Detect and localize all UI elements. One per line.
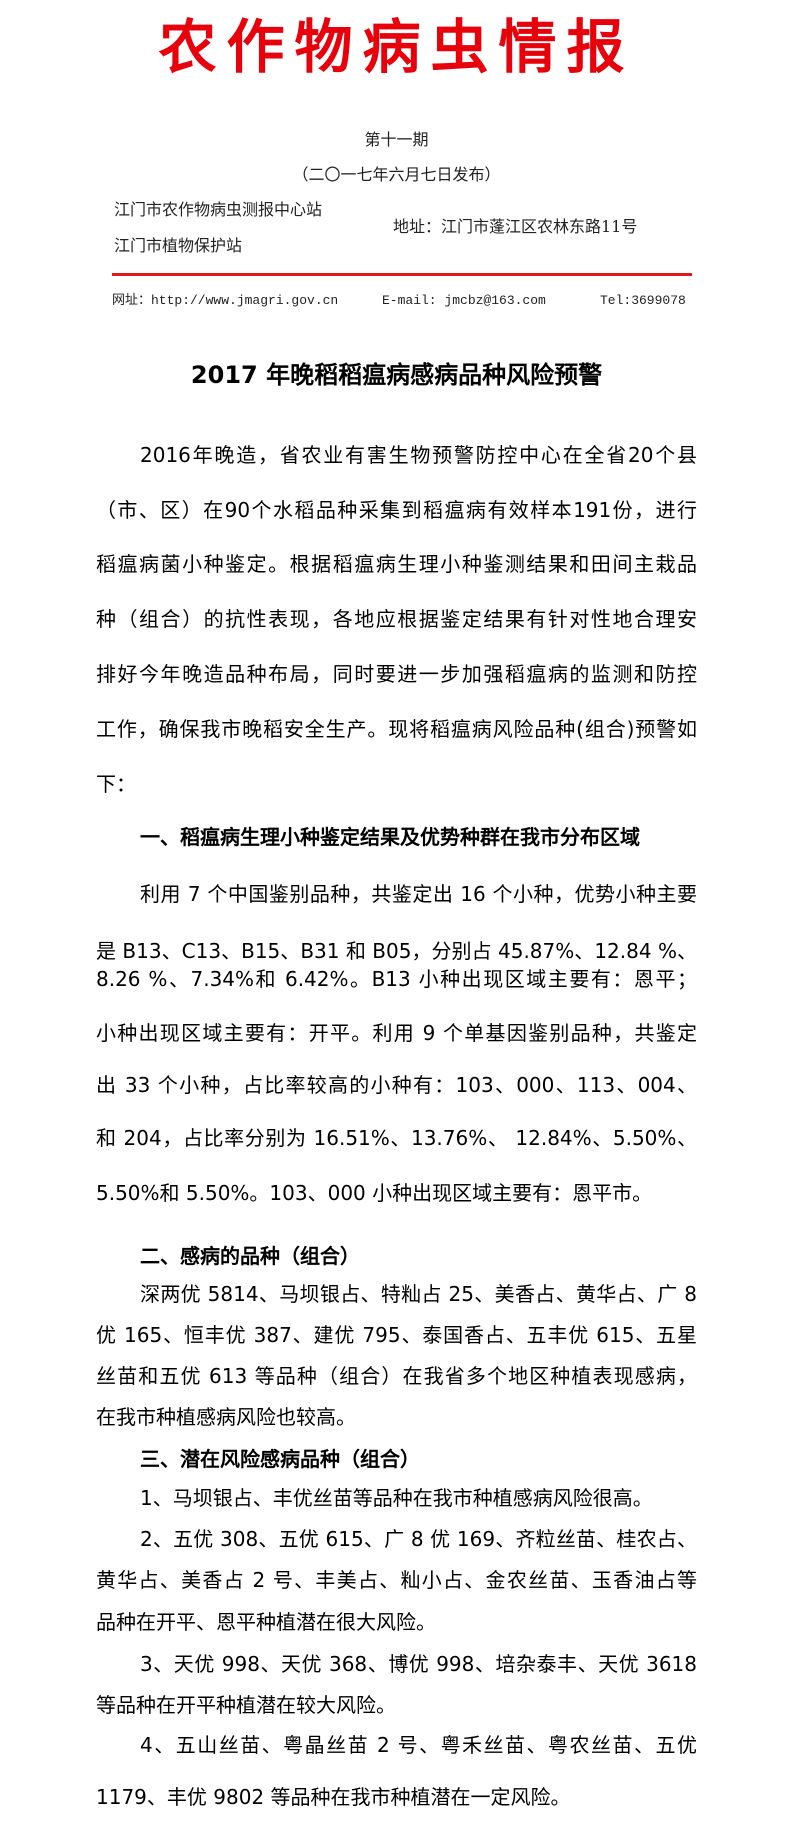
publish-date: （二〇一七年六月七日发布） (292, 165, 501, 184)
section-2-heading: 二、感病的品种（组合） (140, 1244, 360, 1268)
website: 网址：http://www.jmagri.gov.cn (112, 293, 339, 308)
section-3-line: 2、五优 308、五优 615、广 8 优 169、齐粒丝苗、桂农占、 (140, 1527, 697, 1551)
intro-line: 种（组合）的抗性表现，各地应根据鉴定结果有针对性地合理安 (96, 607, 697, 631)
section-3-line: 1、马坝银占、丰优丝苗等品种在我市种植感病风险很高。 (140, 1486, 653, 1510)
intro-line: 下： (96, 772, 136, 796)
article-title: 2017 年晚稻稻瘟病感病品种风险预警 (190, 361, 603, 389)
address: 地址：江门市蓬江区农林东路11号 (393, 217, 638, 236)
org-name-2: 江门市植物保护站 (114, 236, 243, 255)
section-1-line: 是 B13、C13、B15、B31 和 B05，分别占 45.87%、12.84… (96, 939, 697, 963)
intro-line: 工作，确保我市晚稻安全生产。现将稻瘟病风险品种(组合)预警如 (96, 717, 697, 741)
section-1-line: 小种出现区域主要有：开平。利用 9 个单基因鉴别品种，共鉴定 (96, 1021, 697, 1045)
telephone: Tel:3699078 (600, 293, 686, 308)
header-divider (112, 273, 692, 276)
issue-number: 第十一期 (364, 130, 429, 149)
section-3-line: 3、天优 998、天优 368、博优 998、培杂泰丰、天优 3618 (140, 1652, 697, 1676)
email: E-mail: jmcbz@163.com (382, 293, 546, 308)
section-1-heading: 一、稻瘟病生理小种鉴定结果及优势种群在我市分布区域 (140, 825, 640, 849)
section-3-line: 1179、丰优 9802 等品种在我市种植潜在一定风险。 (96, 1785, 571, 1809)
org-name-1: 江门市农作物病虫测报中心站 (114, 200, 323, 219)
section-3-line: 4、五山丝苗、粤晶丝苗 2 号、粤禾丝苗、粤农丝苗、五优 (140, 1733, 697, 1757)
section-2-line: 丝苗和五优 613 等品种（组合）在我省多个地区种植表现感病， (96, 1364, 697, 1388)
section-3-line: 等品种在开平种植潜在较大风险。 (96, 1693, 396, 1717)
intro-line: 2016年晚造，省农业有害生物预警防控中心在全省20个县 (140, 443, 697, 467)
intro-line: （市、区）在90个水稻品种采集到稻瘟病有效样本191份，进行 (96, 498, 697, 522)
intro-line: 稻瘟病菌小种鉴定。根据稻瘟病生理小种鉴测结果和田间主栽品 (96, 552, 697, 576)
section-3-heading: 三、潜在风险感病品种（组合） (140, 1447, 420, 1471)
section-3-line: 品种在开平、恩平种植潜在很大风险。 (96, 1610, 436, 1634)
section-1-line: 利用 7 个中国鉴别品种，共鉴定出 16 个小种，优势小种主要 (140, 882, 697, 906)
section-2-line: 优 165、恒丰优 387、建优 795、泰国香占、五丰优 615、五星 (96, 1323, 697, 1347)
masthead-title: 农作物病虫情报 (158, 13, 635, 81)
section-1-line: 5.50%和 5.50%。103、000 小种出现区域主要有：恩平市。 (96, 1181, 653, 1205)
section-3-line: 黄华占、美香占 2 号、丰美占、籼小占、金农丝苗、玉香油占等 (96, 1568, 697, 1592)
intro-line: 排好今年晚造品种布局，同时要进一步加强稻瘟病的监测和防控 (96, 662, 697, 686)
section-2-line: 深两优 5814、马坝银占、特籼占 25、美香占、黄华占、广 8 (140, 1282, 697, 1306)
section-2-line: 在我市种植感病风险也较高。 (96, 1405, 356, 1429)
section-1-line: 出 33 个小种，占比率较高的小种有：103、000、113、004、107 (96, 1073, 697, 1097)
section-1-line: 8.26 %、7.34%和 6.42%。B13 小种出现区域主要有：恩平；B31 (96, 967, 697, 991)
section-1-line: 和 204，占比率分别为 16.51%、13.76%、 12.84%、5.50%… (96, 1126, 697, 1150)
